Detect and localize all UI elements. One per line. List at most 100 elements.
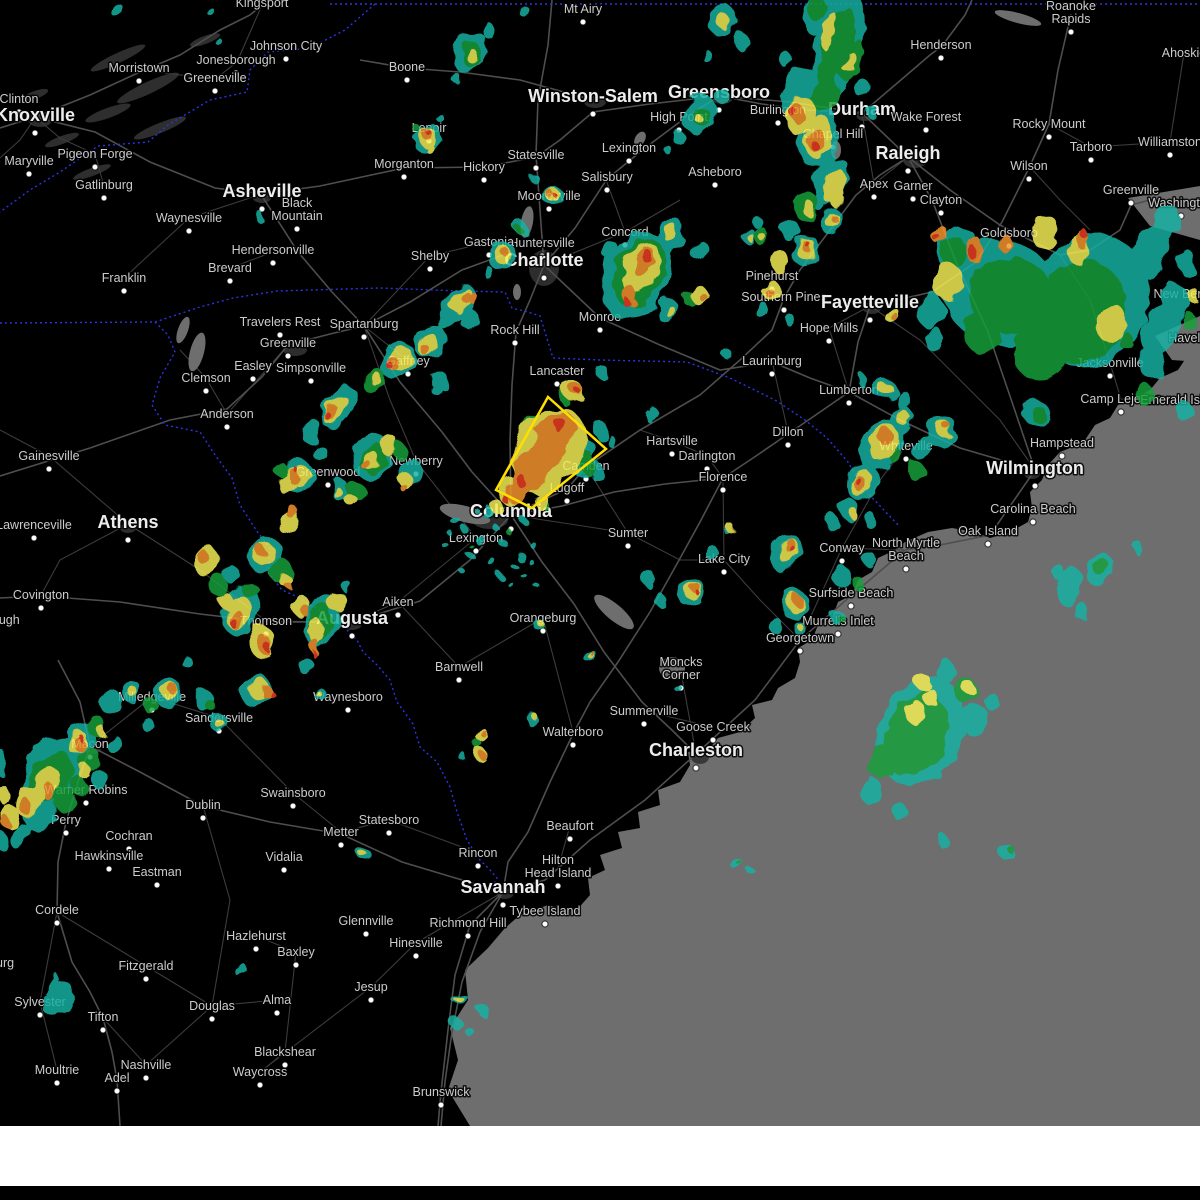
radar-cell <box>216 720 226 730</box>
radar-cell <box>263 642 271 652</box>
city-dot <box>293 225 301 233</box>
radar-cell <box>516 474 526 488</box>
radar-cell <box>479 752 487 760</box>
city-label: Barnwell <box>435 660 483 674</box>
radar-cell <box>96 725 106 737</box>
road <box>123 193 263 279</box>
city-label: Cochran <box>105 829 152 843</box>
radar-cell <box>705 546 719 560</box>
radar-cell <box>747 868 755 874</box>
radar-cell <box>219 593 233 609</box>
city-label: Asheville <box>222 181 301 201</box>
city-label: Tifton <box>88 1010 119 1024</box>
road <box>388 819 479 854</box>
radar-cell <box>473 507 479 513</box>
radar-cell <box>214 36 220 44</box>
city-label: Franklin <box>102 271 147 285</box>
city-label: Carolina Beach <box>990 502 1076 516</box>
state-borders <box>0 3 1200 895</box>
radar-cell <box>474 535 486 545</box>
radar-cell <box>590 650 594 656</box>
urban-area <box>903 152 927 168</box>
city-label: Morristown <box>108 61 169 75</box>
radar-cell <box>1080 229 1088 239</box>
city-dot <box>1106 372 1114 380</box>
road <box>841 547 906 551</box>
city-label: Tybee Island <box>510 904 581 918</box>
city-label: Gatlinburg <box>75 178 133 192</box>
radar-cell <box>92 770 108 790</box>
radar-cell <box>861 778 881 804</box>
city-dot <box>480 176 488 184</box>
city-label: Pigeon Forge <box>57 147 132 161</box>
city-dot <box>838 557 846 565</box>
city-dot <box>273 1009 281 1017</box>
city-dot <box>249 375 257 383</box>
city-label: Greenville <box>260 336 316 350</box>
city-dot <box>596 326 604 334</box>
city-dot <box>499 901 507 909</box>
radar-cell <box>528 559 534 565</box>
radar-cell <box>769 618 783 634</box>
city-dot <box>1127 199 1135 207</box>
radar-cell <box>646 412 656 424</box>
radar-cell <box>842 51 856 73</box>
city-label: Waynesboro <box>313 690 383 704</box>
radar-cell <box>420 344 430 356</box>
city-label: Greeneville <box>183 71 246 85</box>
city-label: Apex <box>860 177 889 191</box>
city-label: Clemson <box>181 371 230 385</box>
radar-cell <box>531 712 537 720</box>
mountain-ridge <box>85 103 131 123</box>
city-label: Waynesville <box>156 211 222 225</box>
atlantic-ocean <box>448 348 1200 1126</box>
city-label: Leesburg <box>0 956 14 970</box>
city-dot <box>367 996 375 1004</box>
mountain-ridge <box>90 44 146 72</box>
city-label: Winston-Salem <box>528 86 658 106</box>
city-dot <box>709 736 717 744</box>
city-label: Raleigh <box>875 143 940 163</box>
city-dot <box>153 881 161 889</box>
city-dot <box>719 486 727 494</box>
radar-cell <box>780 52 792 68</box>
city-label: Walterboro <box>543 725 604 739</box>
radar-cell <box>530 543 538 549</box>
city-dot <box>289 802 297 810</box>
lake <box>188 332 206 372</box>
radar-cell <box>691 240 709 262</box>
radar-cell <box>723 350 733 360</box>
city-label: Wilson <box>1010 159 1048 173</box>
radar-cell <box>362 460 372 472</box>
city-dot <box>31 129 39 137</box>
city-label: Spartanburg <box>330 317 399 331</box>
city-dot <box>984 540 992 548</box>
highway <box>0 0 973 477</box>
mountain-ridge <box>117 72 179 104</box>
radar-cell <box>466 552 474 558</box>
radar-cell <box>461 526 469 534</box>
city-dot <box>348 632 356 640</box>
city-dot <box>937 209 945 217</box>
city-dot <box>472 547 480 555</box>
radar-cell <box>1012 324 1068 380</box>
radar-cell <box>370 372 382 386</box>
city-label: Williamston <box>1138 135 1200 149</box>
radar-cell <box>907 460 923 480</box>
city-dot <box>541 920 549 928</box>
city-label: Kingsport <box>236 0 289 10</box>
radar-cell <box>1134 542 1144 556</box>
radar-cell <box>942 237 966 267</box>
radar-cell <box>1163 284 1189 320</box>
radar-cell <box>855 78 869 98</box>
city-label: Surfside Beach <box>809 586 894 600</box>
city-label: Hendersonville <box>232 243 315 257</box>
city-label: Greenville <box>1103 183 1159 197</box>
radar-map[interactable]: Kingsport Johnson City Jonesborough Greenev… <box>0 0 1200 1126</box>
radar-cell <box>345 494 357 506</box>
radar-cell <box>242 582 258 598</box>
radar-cell <box>752 216 762 228</box>
radar-cell <box>399 483 407 491</box>
radar-cell <box>387 362 393 370</box>
